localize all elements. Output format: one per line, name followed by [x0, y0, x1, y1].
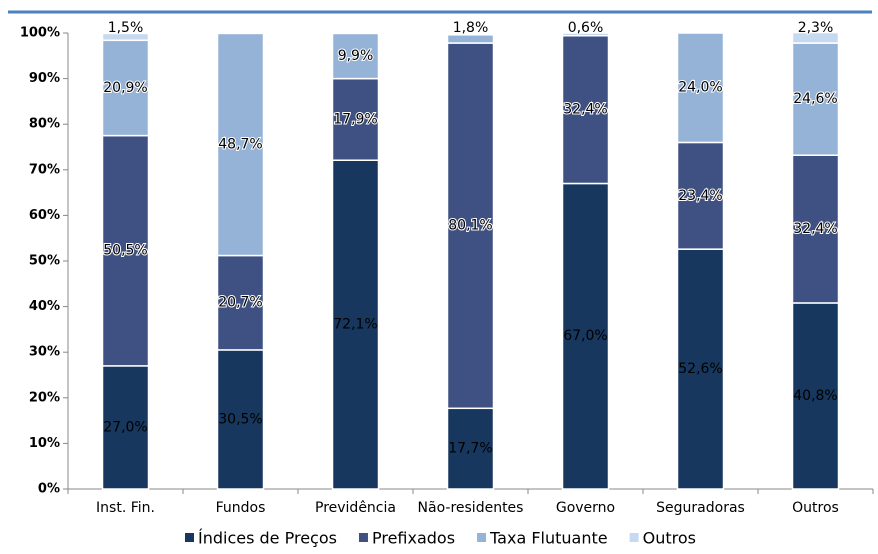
data-label: 30,5% — [218, 411, 262, 427]
data-label: 24,0% — [678, 80, 722, 96]
data-label: 1,8% — [453, 20, 489, 36]
data-label: 72,1% — [333, 317, 377, 333]
bar-segment — [446, 34, 495, 44]
bar-segment — [561, 34, 610, 185]
data-label: 23,4% — [678, 188, 722, 204]
legend-swatch — [185, 533, 194, 542]
bar-segment — [101, 32, 150, 42]
y-tick-label: 40% — [29, 299, 60, 314]
data-label: 27,0% — [103, 419, 147, 435]
bar-segment — [101, 39, 150, 137]
x-tick-label: Não-residentes — [418, 500, 524, 516]
x-tick-label: Inst. Fin. — [96, 500, 155, 516]
data-label: 9,9% — [338, 48, 374, 64]
bar-segment — [216, 32, 265, 257]
bar-segment — [101, 365, 150, 490]
bar-segment — [331, 77, 380, 161]
bar-segment — [561, 32, 610, 37]
data-label: 40,8% — [793, 388, 837, 404]
x-tick-label: Seguradoras — [656, 500, 745, 516]
data-label: 20,7% — [218, 295, 262, 311]
legend-label: Taxa Flutuante — [489, 529, 608, 548]
data-label: 17,9% — [333, 111, 377, 127]
bar-segment — [331, 159, 380, 490]
legend-label: Prefixados — [372, 529, 455, 548]
y-tick-label: 0% — [38, 482, 60, 497]
bar-segment — [676, 248, 725, 490]
bar-segment — [791, 42, 840, 156]
bar-segment — [446, 407, 495, 490]
data-label: 32,4% — [793, 221, 837, 237]
data-label: 52,6% — [678, 361, 722, 377]
y-tick-label: 70% — [29, 162, 60, 177]
data-label: 32,4% — [563, 102, 607, 118]
x-tick-label: Fundos — [216, 500, 266, 516]
y-tick-label: 100% — [20, 26, 60, 41]
data-label: 0,6% — [568, 20, 604, 36]
y-tick-label: 20% — [29, 390, 60, 405]
bar-segment — [791, 302, 840, 490]
bar-segment — [216, 349, 265, 490]
data-label: 2,3% — [798, 20, 834, 36]
bar-segment — [331, 32, 380, 80]
y-tick-label: 80% — [29, 117, 60, 132]
data-label: 80,1% — [448, 218, 492, 234]
bar-segment — [446, 42, 495, 410]
y-tick-label: 90% — [29, 71, 60, 86]
legend-label: Índices de Preços — [198, 529, 337, 548]
y-tick-label: 10% — [29, 436, 60, 451]
x-tick-label: Previdência — [315, 500, 396, 516]
data-label: 67,0% — [563, 328, 607, 344]
x-tick-label: Outros — [792, 500, 839, 516]
bar-segment — [676, 141, 725, 250]
y-tick-label: 60% — [29, 208, 60, 223]
y-tick-label: 50% — [29, 254, 60, 269]
data-label: 17,7% — [448, 441, 492, 457]
data-label: 24,6% — [793, 91, 837, 107]
y-tick-label: 30% — [29, 345, 60, 360]
legend-swatch — [477, 533, 487, 542]
bar-segment — [676, 32, 725, 144]
legend-swatch — [629, 533, 639, 542]
data-label: 1,5% — [108, 20, 144, 36]
data-label: 50,5% — [103, 243, 147, 259]
data-label: 48,7% — [218, 136, 262, 152]
data-label: 20,9% — [103, 80, 147, 96]
legend-swatch — [358, 533, 368, 542]
bar-segment — [561, 182, 610, 490]
x-tick-label: Governo — [556, 500, 615, 516]
legend-label: Outros — [643, 529, 696, 548]
bar-segment — [791, 31, 840, 44]
